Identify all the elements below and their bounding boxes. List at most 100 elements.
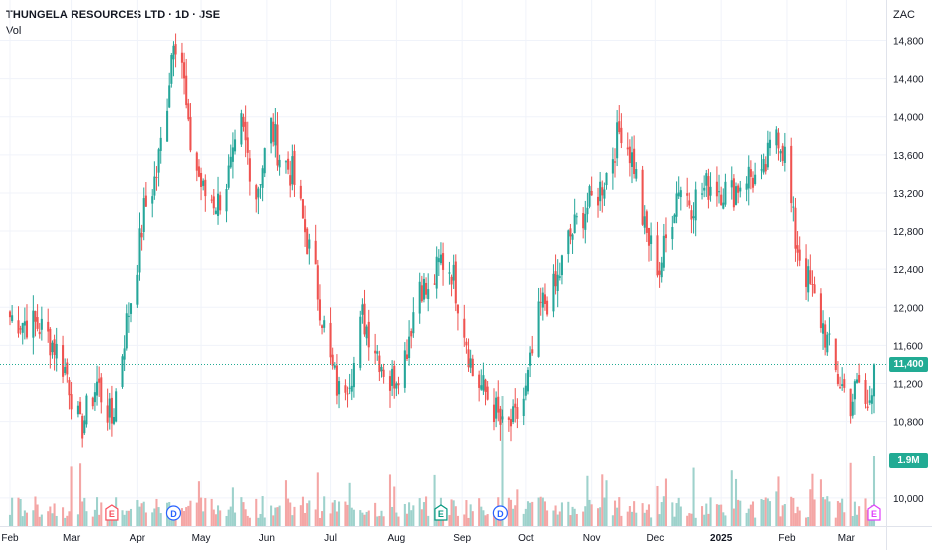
volume-bar [809, 489, 812, 526]
candle-body [582, 213, 585, 229]
volume-bar [51, 513, 54, 526]
candle-body [822, 323, 825, 334]
candle-body [611, 159, 614, 174]
volume-bar [410, 510, 413, 526]
volume-bar [567, 501, 570, 526]
volume-bar [633, 501, 636, 526]
candle-body [219, 195, 222, 211]
volume-bar [231, 487, 234, 526]
volume-bar [838, 502, 842, 526]
volume-bar [658, 514, 661, 526]
volume-bar [781, 505, 784, 526]
candle-body [516, 407, 519, 419]
candle-body [650, 235, 653, 244]
candle-body [671, 227, 674, 240]
volume-bar [427, 515, 430, 526]
candle-body [514, 403, 517, 408]
candle-body [465, 341, 468, 346]
symbol-name[interactable]: THUNGELA RESOURCES LTD [6, 9, 166, 21]
candle-body [418, 281, 421, 314]
volume-bar [456, 515, 459, 526]
volume-bar [284, 480, 288, 526]
volume-bar [798, 510, 801, 526]
candle-body [314, 240, 317, 265]
candle-body [664, 234, 667, 239]
volume-bar [17, 497, 20, 526]
candle-body [709, 186, 712, 196]
volume-bar [333, 500, 336, 526]
volume-bar [828, 501, 831, 526]
candle-body [263, 148, 266, 174]
volume-bar [645, 509, 648, 526]
candle-body [701, 193, 704, 195]
volume-bar [573, 508, 576, 526]
candle-body [318, 299, 321, 321]
price-tick-label: 10,000 [893, 494, 924, 505]
candle-body [367, 321, 370, 348]
candle-body [350, 385, 353, 392]
candle-body [546, 300, 549, 315]
volume-bar [274, 507, 277, 526]
volume-bar [853, 501, 856, 526]
candle-body [8, 311, 12, 318]
price-tick-label: 10,800 [893, 418, 924, 429]
volume-bar [323, 496, 326, 526]
candle-body [552, 273, 555, 312]
volume-bar [435, 516, 438, 526]
volume-bar [335, 511, 338, 526]
candle-body [244, 121, 247, 141]
volume-bar [582, 511, 585, 526]
candle-body [781, 145, 784, 161]
volume-bar [643, 512, 646, 526]
volume-bar [308, 500, 311, 526]
candle-body [843, 379, 846, 388]
candle-body [19, 328, 22, 330]
candle-body [864, 379, 867, 404]
volume-bar [507, 497, 510, 526]
currency-label[interactable]: ZAC [893, 9, 915, 21]
event-label: E [438, 509, 444, 519]
volume-bar [690, 513, 693, 526]
candle-body [448, 272, 451, 274]
volume-bar [200, 497, 203, 526]
candle-body [603, 189, 606, 199]
volume-bar [233, 512, 237, 526]
event-label: D [170, 509, 177, 519]
volume-bar [338, 501, 341, 526]
candle-body [777, 132, 780, 149]
volume-bar [425, 496, 428, 526]
volume-bar [382, 516, 385, 526]
volume-bar [314, 509, 317, 526]
candle-body [779, 151, 782, 154]
volume-bar [762, 499, 765, 526]
candle-body [47, 321, 50, 332]
candle-body [284, 161, 288, 163]
candle-body [567, 230, 570, 255]
volume-bar [730, 470, 733, 526]
candle-body [734, 186, 738, 205]
candle-body [170, 55, 173, 84]
candle-body [590, 190, 593, 196]
volume-bar [359, 510, 362, 526]
candle-body [168, 85, 171, 108]
candle-body [382, 369, 385, 377]
interval-label[interactable]: 1D [175, 9, 190, 21]
volume-bar [276, 507, 279, 526]
volume-bar [388, 474, 392, 526]
volume-bar [83, 497, 86, 526]
volume-bar [229, 506, 232, 526]
volume-bar [813, 499, 816, 526]
volume-bar [25, 512, 29, 526]
candle-body [717, 191, 721, 193]
candle-body [775, 129, 778, 146]
candle-body [323, 320, 326, 328]
candle-body [730, 180, 733, 188]
volume-bar [272, 515, 275, 526]
volume-bar [374, 502, 377, 526]
event-label: E [109, 509, 115, 519]
candle-body [584, 214, 587, 230]
candle-body [200, 172, 203, 187]
volume-bar [70, 466, 73, 526]
volume-bar [826, 496, 829, 526]
